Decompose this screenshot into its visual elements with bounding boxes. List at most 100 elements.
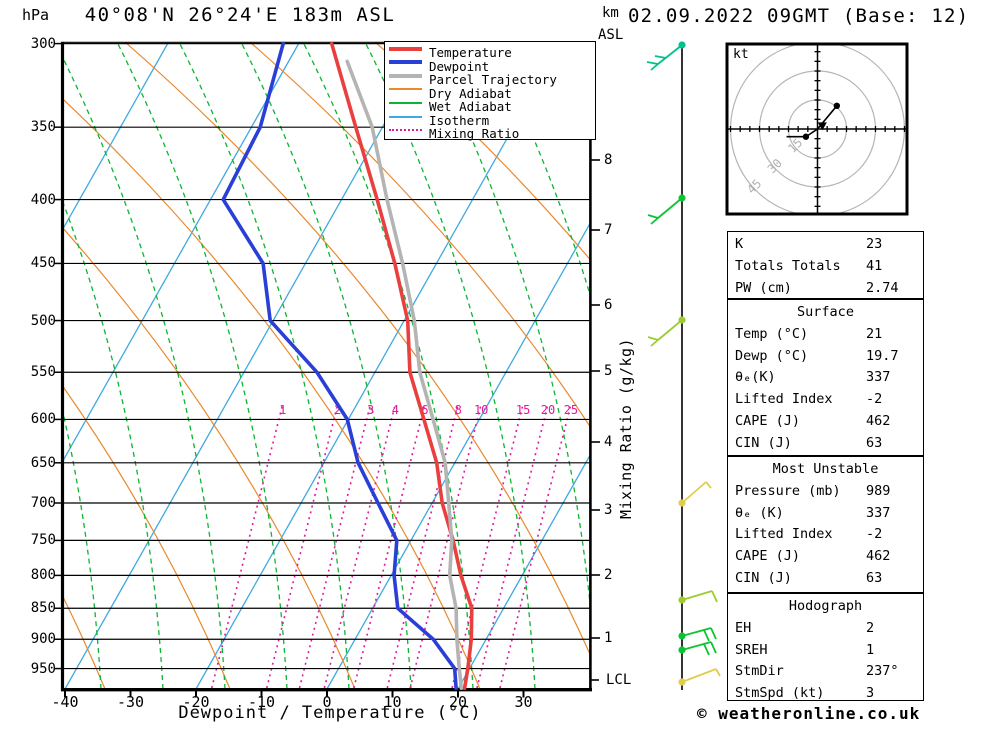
temperature-tick-label: -40	[51, 693, 79, 711]
table-row-label: Totals Totals	[735, 257, 841, 274]
table-row-value: 2	[866, 619, 875, 636]
mixing-ratio-value-label: 4	[392, 403, 399, 417]
table-row: Lifted Index -2	[728, 524, 923, 546]
table-row: CIN (J) 63	[728, 433, 923, 455]
table-row: Totals Totals 41	[728, 256, 923, 278]
table-row: StmSpd (kt) 3	[728, 683, 923, 705]
table-row-value: -2	[866, 391, 883, 408]
hodograph-level-dot	[802, 133, 810, 140]
table-row-label: θₑ(K)	[735, 369, 776, 386]
legend-line-sample	[389, 129, 422, 132]
mixing-ratio-lines: 1 2 3 4 6 8 10 15 20 25	[210, 403, 578, 689]
table-row-label: CAPE (J)	[735, 412, 801, 429]
table-row-label: CAPE (J)	[735, 548, 801, 565]
table-row: SREH 1	[728, 640, 923, 662]
wind-barb	[678, 668, 721, 686]
legend-label: Wet Adiabat	[429, 99, 512, 115]
wind-barb	[678, 627, 717, 642]
table-row-value: 23	[866, 236, 883, 252]
pressure-tick-label: 600	[30, 411, 56, 428]
dewpoint-curve	[221, 41, 458, 691]
hodograph-trace	[786, 105, 838, 138]
table-row: CAPE (J) 462	[728, 411, 923, 433]
legend-line-sample	[389, 73, 422, 78]
table-row-value: 462	[866, 548, 891, 565]
km-tick-label: 8	[604, 152, 613, 168]
table-row-value: 237°	[866, 663, 899, 680]
legend-line-sample	[389, 88, 422, 91]
table-row-value: 462	[866, 412, 891, 429]
table-row-value: 41	[866, 257, 883, 274]
pressure-tick-label: 900	[30, 631, 56, 648]
pressure-tick-label: 550	[30, 364, 56, 381]
temperature-tick-label: 30	[514, 693, 533, 711]
table-row: Dewp (°C) 19.7	[728, 346, 923, 368]
hodograph-ring-label: 15	[785, 136, 805, 156]
copyright-text: © weatheronline.co.uk	[697, 704, 921, 723]
temperature-tick-label: 0	[322, 693, 332, 711]
asl-axis-unit: ASL	[598, 27, 624, 43]
table-row-label: Temp (°C)	[735, 325, 809, 342]
temperature-tick-label: -30	[116, 693, 145, 711]
legend-row: Wet Adiabat	[385, 96, 595, 113]
temperature-tick-label: 10	[383, 693, 402, 711]
pressure-tick-label: 700	[30, 494, 56, 511]
table-row-value: 1	[866, 641, 875, 658]
legend-row: Dry Adiabat	[385, 83, 595, 100]
table-row: CAPE (J) 462	[728, 546, 923, 568]
mixing-ratio-value-label: 6	[421, 403, 428, 417]
mixing-ratio-value-label: 1	[279, 403, 286, 417]
temperature-tick-label: 20	[448, 693, 468, 711]
indices-table: Most Unstable Pressure (mb) 989 θₑ (K) 337 Li…	[727, 456, 924, 593]
km-tick-label: 5	[604, 363, 613, 379]
pressure-tick-label: 950	[30, 660, 56, 677]
table-row-value: 337	[866, 504, 891, 521]
table-row-label: K	[735, 236, 744, 252]
table-row: EH 2	[728, 618, 923, 640]
legend-label: Dry Adiabat	[429, 85, 512, 101]
legend-box: Temperature Dewpoint Parcel Trajectory Dry …	[384, 41, 596, 140]
table-row-label: Lifted Index	[735, 526, 833, 543]
pressure-unit-label: hPa	[22, 6, 50, 24]
legend-label: Isotherm	[429, 112, 490, 128]
table-row: θₑ (K) 337	[728, 503, 923, 525]
mixing-ratio-value-label: 15	[516, 403, 530, 417]
table-row-label: Pressure (mb)	[735, 482, 841, 499]
legend-line-sample	[389, 46, 422, 51]
plot-frame	[60, 41, 600, 698]
table-row-value: 63	[866, 434, 883, 451]
legend-line-sample	[389, 115, 422, 118]
legend-line-sample	[389, 60, 422, 65]
pressure-gridlines	[54, 42, 590, 670]
table-title: Hodograph	[788, 598, 863, 614]
table-row-label: PW (cm)	[735, 279, 792, 296]
hodograph-frame	[725, 42, 909, 216]
table-row: StmDir 237°	[728, 661, 923, 683]
mixing-ratio-value-label: 20	[541, 403, 555, 417]
date-title: 02.09.2022 09GMT (Base: 12)	[628, 5, 970, 27]
storm-motion-marker	[817, 122, 827, 131]
table-row-value: 989	[866, 482, 891, 499]
table-row-value: 2.74	[866, 279, 899, 296]
legend-row: Dewpoint	[385, 56, 595, 73]
legend-label: Temperature	[429, 45, 512, 60]
legend-row: Temperature	[385, 42, 595, 59]
wind-barb	[678, 641, 717, 656]
wind-barb	[647, 316, 686, 347]
table-row-label: CIN (J)	[735, 569, 792, 586]
temperature-tick-label: -20	[182, 693, 210, 711]
table-row-value: 3	[866, 685, 875, 702]
mixing-ratio-value-label: 3	[367, 403, 374, 417]
isotherm-lines	[63, 42, 590, 689]
pressure-tick-label: 750	[30, 532, 56, 549]
temperature-tick-label: -10	[247, 693, 276, 711]
mixing-ratio-axis-label: Mixing Ratio (g/kg)	[617, 337, 635, 519]
table-row-label: Lifted Index	[735, 391, 833, 408]
pressure-tick-label: 500	[30, 312, 56, 329]
pressure-tick-label: 400	[30, 191, 56, 208]
legend-row: Mixing Ratio	[385, 123, 595, 140]
table-row-value: 337	[866, 369, 891, 386]
table-row-label: EH	[735, 619, 752, 636]
pressure-tick-label: 650	[30, 454, 56, 471]
